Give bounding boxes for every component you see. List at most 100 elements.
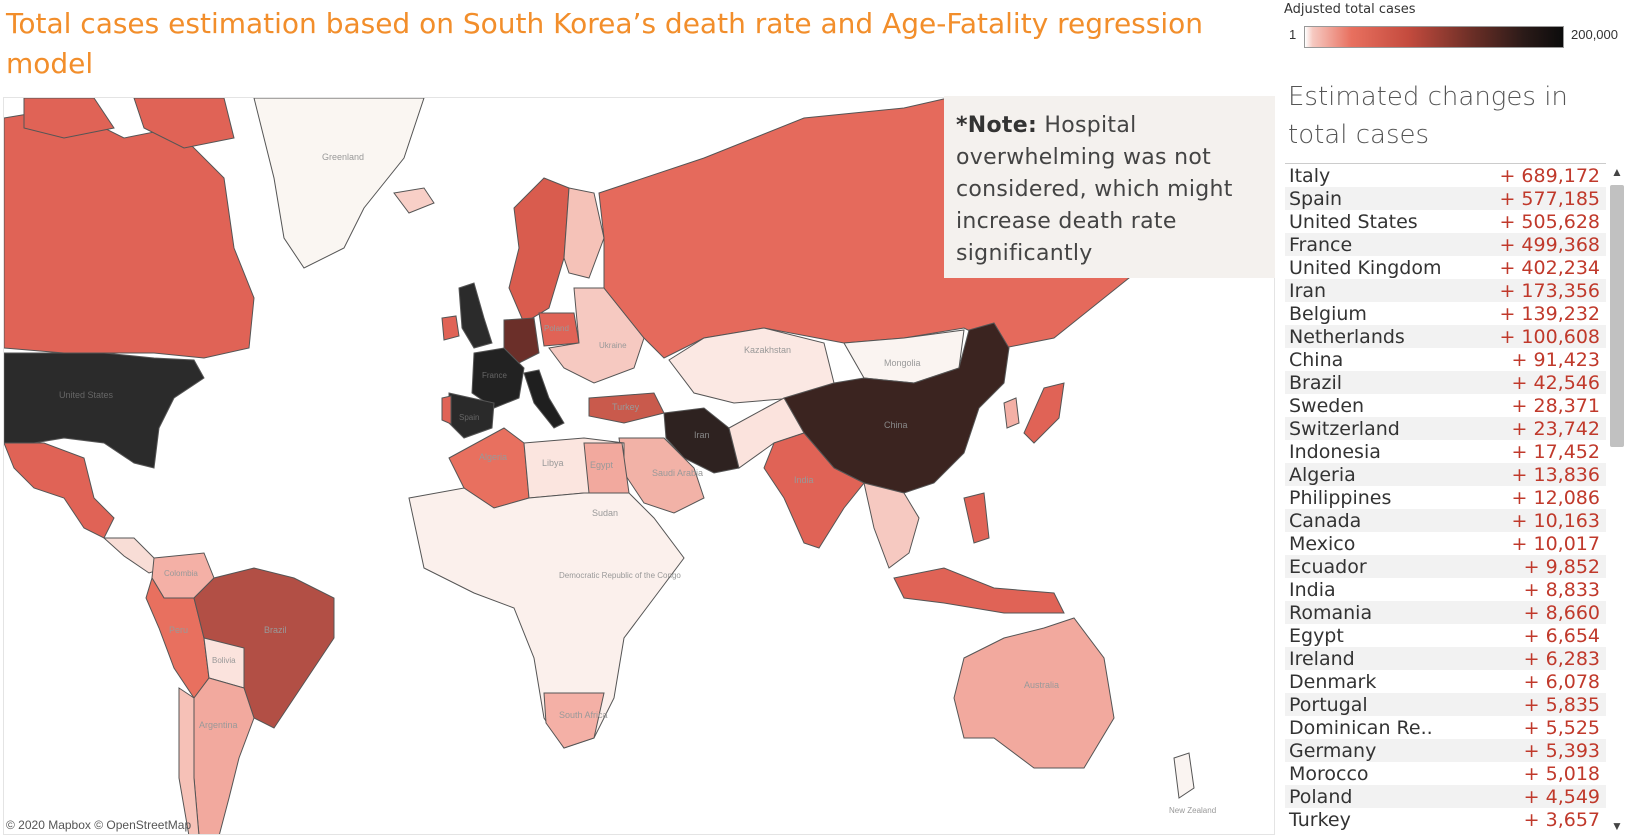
- region-argentina[interactable]: [193, 677, 255, 835]
- region-norway-sweden[interactable]: [508, 177, 570, 324]
- country-name: Portugal: [1289, 693, 1368, 716]
- country-name: Philippines: [1289, 486, 1392, 509]
- country-name: Italy: [1289, 164, 1331, 187]
- table-row[interactable]: Ecuador + 9,852: [1285, 555, 1606, 578]
- map-label-bolivia: Bolivia: [212, 656, 236, 665]
- panel-title: Estimated changes in total cases: [1288, 82, 1568, 150]
- table-row[interactable]: Belgium + 139,232: [1285, 302, 1606, 325]
- country-name: United Kingdom: [1289, 256, 1442, 279]
- region-iran[interactable]: [663, 407, 740, 474]
- note-label: *Note:: [956, 113, 1038, 138]
- table-row[interactable]: Canada + 10,163: [1285, 509, 1606, 532]
- table-row[interactable]: Dominican Re.. + 5,525: [1285, 716, 1606, 739]
- region-india[interactable]: [763, 432, 865, 549]
- country-name: Ecuador: [1289, 555, 1367, 578]
- table-row[interactable]: Turkey + 3,657: [1285, 808, 1606, 831]
- table-row[interactable]: Ireland + 6,283: [1285, 647, 1606, 670]
- country-name: Sweden: [1289, 394, 1365, 417]
- map-copyright[interactable]: © 2020 Mapbox © OpenStreetMap: [6, 818, 192, 832]
- table-row[interactable]: Sweden + 28,371: [1285, 394, 1606, 417]
- table-row[interactable]: Philippines + 12,086: [1285, 486, 1606, 509]
- map-label-sudan: Sudan: [592, 508, 618, 518]
- country-name: United States: [1289, 210, 1418, 233]
- country-name: Dominican Re..: [1289, 716, 1433, 739]
- region-indonesia[interactable]: [893, 567, 1065, 614]
- table-row[interactable]: Morocco + 5,018: [1285, 762, 1606, 785]
- country-name: Switzerland: [1289, 417, 1400, 440]
- table-scrollbar[interactable]: ▲ ▼: [1606, 163, 1628, 837]
- table-row[interactable]: Algeria + 13,836: [1285, 463, 1606, 486]
- region-canada-islands[interactable]: [23, 98, 235, 149]
- region-southeast-asia[interactable]: [863, 482, 920, 569]
- table-row[interactable]: Indonesia + 17,452: [1285, 440, 1606, 463]
- region-sub-saharan-africa[interactable]: [408, 487, 685, 749]
- region-united-states[interactable]: [4, 352, 205, 469]
- region-iceland[interactable]: [393, 187, 435, 214]
- region-japan[interactable]: [1023, 382, 1065, 444]
- table-row[interactable]: Netherlands + 100,608: [1285, 325, 1606, 348]
- table-row[interactable]: Brazil + 42,546: [1285, 371, 1606, 394]
- legend-min-label: 1: [1289, 27, 1297, 42]
- region-turkey[interactable]: [588, 392, 665, 424]
- case-change-value: + 499,368: [1499, 233, 1600, 256]
- table-row[interactable]: United Kingdom + 402,234: [1285, 256, 1606, 279]
- region-canada[interactable]: [4, 107, 255, 359]
- case-change-value: + 139,232: [1499, 302, 1600, 325]
- country-name: France: [1289, 233, 1353, 256]
- table-row[interactable]: India + 8,833: [1285, 578, 1606, 601]
- region-greenland[interactable]: [253, 98, 425, 269]
- region-portugal[interactable]: [441, 395, 452, 425]
- legend-title: Adjusted total cases: [1284, 2, 1416, 17]
- note-text: Hospital overwhelming was not considered…: [956, 113, 1233, 266]
- region-australia[interactable]: [953, 617, 1115, 769]
- country-name: Germany: [1289, 739, 1377, 762]
- scroll-thumb[interactable]: [1610, 185, 1624, 447]
- country-name: Algeria: [1289, 463, 1356, 486]
- table-row[interactable]: United States + 505,628: [1285, 210, 1606, 233]
- case-change-value: + 17,452: [1511, 440, 1600, 463]
- country-name: China: [1289, 348, 1344, 371]
- region-finland[interactable]: [563, 187, 605, 279]
- country-name: Belgium: [1289, 302, 1367, 325]
- table-row[interactable]: Denmark + 6,078: [1285, 670, 1606, 693]
- color-legend[interactable]: Adjusted total cases 1 200,000: [1284, 2, 1629, 48]
- region-united-kingdom[interactable]: [458, 282, 493, 349]
- table-row[interactable]: Switzerland + 23,742: [1285, 417, 1606, 440]
- case-change-value: + 42,546: [1511, 371, 1600, 394]
- table-row[interactable]: Italy + 689,172: [1285, 164, 1606, 187]
- table-row[interactable]: Portugal + 5,835: [1285, 693, 1606, 716]
- country-name: Denmark: [1289, 670, 1377, 693]
- table-row[interactable]: Germany + 5,393: [1285, 739, 1606, 762]
- scroll-up-icon[interactable]: ▲: [1611, 165, 1623, 179]
- scroll-down-icon[interactable]: ▼: [1611, 819, 1623, 833]
- country-name: India: [1289, 578, 1336, 601]
- region-korea[interactable]: [1003, 397, 1020, 429]
- changes-table[interactable]: Italy + 689,172 Spain + 577,185 United State…: [1285, 163, 1606, 837]
- region-new-zealand[interactable]: [1173, 752, 1195, 799]
- region-chile[interactable]: [178, 687, 200, 835]
- case-change-value: + 5,835: [1523, 693, 1600, 716]
- map-label-kazakhstan: Kazakhstan: [744, 345, 791, 355]
- map-label-brazil: Brazil: [264, 625, 287, 635]
- map-label-dr-congo: Democratic Republic of the Congo: [559, 571, 681, 580]
- table-row[interactable]: Romania + 8,660: [1285, 601, 1606, 624]
- table-row[interactable]: Mexico + 10,017: [1285, 532, 1606, 555]
- table-row[interactable]: China + 91,423: [1285, 348, 1606, 371]
- region-mexico[interactable]: [4, 442, 115, 539]
- region-ireland[interactable]: [441, 315, 460, 341]
- table-row[interactable]: Iran + 173,356: [1285, 279, 1606, 302]
- region-italy[interactable]: [523, 369, 565, 429]
- map-label-ukraine: Ukraine: [599, 341, 627, 350]
- country-name: Iran: [1289, 279, 1327, 302]
- table-row[interactable]: Poland + 4,549: [1285, 785, 1606, 808]
- table-row[interactable]: France + 499,368: [1285, 233, 1606, 256]
- case-change-value: + 8,833: [1523, 578, 1600, 601]
- map-label-spain: Spain: [459, 413, 479, 422]
- map-canvas[interactable]: Greenland Kazakhstan Mongolia China Iran…: [4, 98, 1275, 835]
- table-row[interactable]: Egypt + 6,654: [1285, 624, 1606, 647]
- region-philippines[interactable]: [963, 492, 990, 544]
- region-germany[interactable]: [503, 317, 540, 364]
- table-row[interactable]: Spain + 577,185: [1285, 187, 1606, 210]
- region-south-africa[interactable]: [543, 692, 605, 749]
